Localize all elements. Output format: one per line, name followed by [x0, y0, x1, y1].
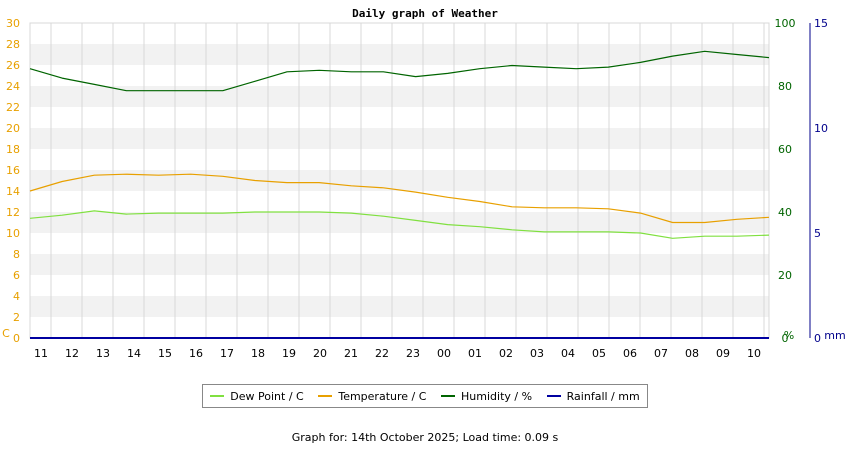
- x-tick-label: 16: [189, 347, 203, 360]
- left-tick-label: 26: [6, 59, 20, 72]
- grid-band: [30, 149, 769, 170]
- left-axis-unit: C: [2, 327, 10, 340]
- grid-band: [30, 191, 769, 212]
- x-tick-label: 06: [623, 347, 637, 360]
- left-tick-label: 0: [13, 332, 20, 345]
- left-tick-label: 10: [6, 227, 20, 240]
- x-tick-label: 18: [251, 347, 265, 360]
- humidity-tick-label: 20: [778, 269, 792, 282]
- plot-background-bands: [30, 23, 769, 338]
- legend-label-humidity: Humidity / %: [461, 389, 533, 403]
- x-tick-label: 00: [437, 347, 451, 360]
- x-tick-label: 07: [654, 347, 668, 360]
- series-lines: [29, 50, 770, 339]
- series-line-humidity: [29, 50, 770, 92]
- rainfall-tick-label: 5: [814, 227, 821, 240]
- humidity-tick-label: 0: [782, 332, 789, 345]
- left-tick-label: 6: [13, 269, 20, 282]
- humidity-axis-tick-labels: 0 20 40 60 80 100: [775, 17, 796, 345]
- left-tick-label: 2: [13, 311, 20, 324]
- grid-band: [30, 317, 769, 338]
- chart-legend: Dew Point / C Temperature / C Humidity /…: [202, 384, 648, 408]
- x-tick-label: 04: [561, 347, 575, 360]
- x-tick-label: 19: [282, 347, 296, 360]
- humidity-axis-unit: %: [784, 329, 794, 342]
- grid-band: [30, 170, 769, 191]
- x-tick-label: 22: [375, 347, 389, 360]
- x-tick-label: 08: [685, 347, 699, 360]
- legend-swatch-dew-point: [210, 395, 225, 397]
- grid-band: [30, 23, 769, 44]
- left-tick-label: 24: [6, 80, 20, 93]
- grid-band: [30, 107, 769, 128]
- grid-band: [30, 254, 769, 275]
- x-tick-label: 09: [716, 347, 730, 360]
- left-tick-label: 8: [13, 248, 20, 261]
- x-tick-label: 14: [127, 347, 141, 360]
- chart-title: Daily graph of Weather: [352, 7, 498, 20]
- left-tick-label: 18: [6, 143, 20, 156]
- graph-footer: Graph for: 14th October 2025; Load time:…: [291, 431, 559, 444]
- x-tick-label: 13: [96, 347, 110, 360]
- x-axis-tick-labels: 11 12 13 14 15 16 17 18 19 20 21 22 23 00 01 02 03 04 05 06…: [34, 347, 761, 360]
- series-line-dew-point-c: [29, 210, 770, 239]
- grid-band: [30, 86, 769, 107]
- left-tick-label: 14: [6, 185, 20, 198]
- x-tick-label: 17: [220, 347, 234, 360]
- grid-band: [30, 296, 769, 317]
- legend-swatch-humidity: [441, 395, 456, 397]
- legend-item-rainfall: Rainfall / mm: [546, 389, 640, 403]
- humidity-tick-label: 60: [778, 143, 792, 156]
- legend-swatch-rainfall: [546, 395, 561, 397]
- rainfall-tick-label: 0: [814, 332, 821, 345]
- grid-band: [30, 65, 769, 86]
- grid-band: [30, 275, 769, 296]
- rainfall-axis-unit: mm: [824, 329, 845, 342]
- x-tick-label: 10: [747, 347, 761, 360]
- left-tick-label: 12: [6, 206, 20, 219]
- x-tick-label: 03: [530, 347, 544, 360]
- x-tick-label: 21: [344, 347, 358, 360]
- humidity-tick-label: 100: [775, 17, 796, 30]
- x-tick-label: 15: [158, 347, 172, 360]
- x-tick-label: 20: [313, 347, 327, 360]
- x-tick-label: 11: [34, 347, 48, 360]
- humidity-tick-label: 80: [778, 80, 792, 93]
- weather-chart: Daily graph of Weather 02468101214161820…: [2, 7, 846, 360]
- legend-label-dew-point: Dew Point / C: [230, 389, 304, 403]
- left-tick-label: 4: [13, 290, 20, 303]
- grid-band: [30, 233, 769, 254]
- legend-item-temperature: Temperature / C: [318, 390, 426, 403]
- legend-swatch-temperature: [318, 395, 333, 397]
- series-line-temperature-c: [29, 173, 770, 224]
- legend-label-temperature: Temperature / C: [338, 389, 427, 403]
- left-tick-label: 22: [6, 101, 20, 114]
- left-tick-label: 30: [6, 17, 20, 30]
- humidity-tick-label: 40: [778, 206, 792, 219]
- grid-band: [30, 128, 769, 149]
- rainfall-axis-tick-labels: 0 5 10 15: [814, 17, 828, 345]
- legend-item-dew-point: Dew Point / C: [210, 389, 304, 403]
- legend-item-humidity: Humidity / %: [441, 390, 532, 403]
- rainfall-tick-label: 15: [814, 17, 828, 30]
- legend-label-rainfall: Rainfall / mm: [566, 389, 640, 403]
- x-tick-label: 02: [499, 347, 513, 360]
- rainfall-tick-label: 10: [814, 122, 828, 135]
- left-tick-label: 28: [6, 38, 20, 51]
- left-tick-label: 16: [6, 164, 20, 177]
- x-tick-label: 12: [65, 347, 79, 360]
- x-tick-label: 05: [592, 347, 606, 360]
- grid-band: [30, 44, 769, 65]
- left-tick-label: 20: [6, 122, 20, 135]
- x-tick-label: 01: [468, 347, 482, 360]
- x-tick-label: 23: [406, 347, 420, 360]
- grid-band: [30, 212, 769, 233]
